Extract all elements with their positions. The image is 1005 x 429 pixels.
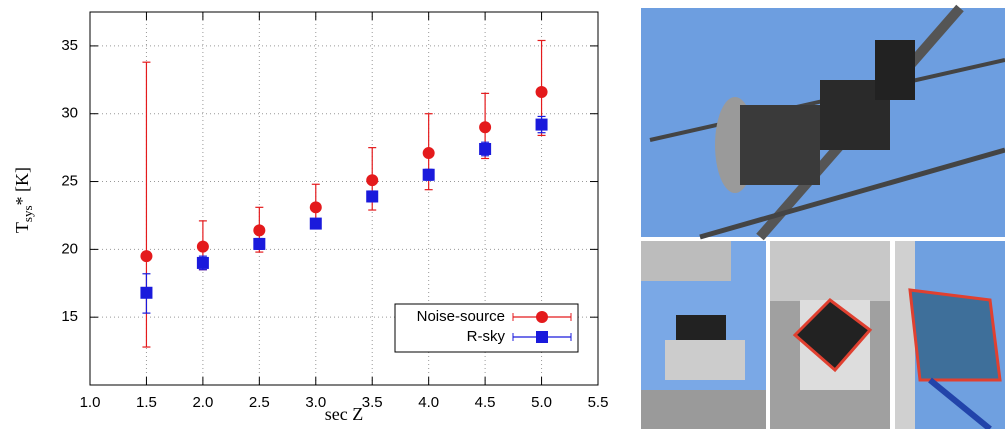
y-label-sub: sys xyxy=(20,205,35,222)
x-tick-label: 1.0 xyxy=(80,394,101,411)
x-tick-label: 1.5 xyxy=(136,394,157,411)
x-tick-label: 4.0 xyxy=(418,394,439,411)
marker xyxy=(140,286,153,299)
marker xyxy=(536,331,548,343)
marker xyxy=(196,256,209,269)
y-tick-label: 25 xyxy=(61,173,78,190)
x-axis-label: sec Z xyxy=(325,404,363,424)
legend-label: R-sky xyxy=(467,328,506,345)
marker xyxy=(309,201,322,214)
marker xyxy=(479,142,492,155)
y-axis-label: Tsys* [K] xyxy=(12,167,35,233)
photo-top xyxy=(641,4,1005,241)
photo-bottom-right xyxy=(895,241,1005,429)
y-tick-label: 35 xyxy=(61,37,78,54)
x-tick-label: 3.5 xyxy=(362,394,383,411)
photo-bottom-left xyxy=(641,241,766,429)
y-label-suffix: * [K] xyxy=(12,167,32,206)
y-tick-label: 20 xyxy=(61,240,78,257)
x-tick-label: 5.0 xyxy=(531,394,552,411)
marker xyxy=(422,168,435,181)
photo-bottom-middle xyxy=(770,241,890,429)
y-tick-label: 30 xyxy=(61,105,78,122)
marker xyxy=(536,311,548,323)
marker xyxy=(309,217,322,230)
marker xyxy=(366,174,379,187)
chart: sec Z Tsys* [K] 15 20 25 30 35 1.0 1.5 2.0 2.5 3.… xyxy=(12,11,609,424)
x-tick-label: 4.5 xyxy=(475,394,496,411)
legend-label: Noise-source xyxy=(417,308,505,325)
marker xyxy=(422,147,435,160)
marker xyxy=(479,121,492,134)
x-tick-label: 2.0 xyxy=(192,394,213,411)
x-tick-label: 3.0 xyxy=(305,394,326,411)
y-tick-label: 15 xyxy=(61,308,78,325)
marker xyxy=(196,240,209,253)
marker xyxy=(535,86,548,99)
marker xyxy=(253,237,266,250)
marker xyxy=(535,118,548,131)
marker xyxy=(140,250,153,263)
legend-box xyxy=(394,303,579,353)
x-tick-label: 2.5 xyxy=(249,394,270,411)
marker xyxy=(253,224,266,237)
y-label-main: T xyxy=(12,222,32,233)
x-tick-label: 5.5 xyxy=(588,394,609,411)
plot-frame xyxy=(89,11,599,386)
marker xyxy=(366,190,379,203)
